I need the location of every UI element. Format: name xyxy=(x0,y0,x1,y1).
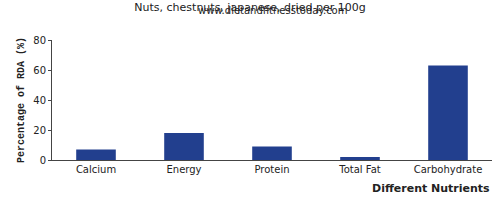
svg-text:80: 80 xyxy=(33,35,46,46)
svg-text:0: 0 xyxy=(40,155,46,166)
svg-text:40: 40 xyxy=(33,95,46,106)
svg-text:Percentage of RDA (%): Percentage of RDA (%) xyxy=(16,37,27,163)
svg-text:Energy: Energy xyxy=(166,164,201,175)
svg-text:Total Fat: Total Fat xyxy=(338,164,380,175)
svg-text:Different Nutrients: Different Nutrients xyxy=(372,182,490,195)
svg-text:20: 20 xyxy=(33,125,46,136)
svg-text:Nuts, chestnuts, japanese, dri: Nuts, chestnuts, japanese, dried per 100… xyxy=(134,1,365,14)
svg-text:Calcium: Calcium xyxy=(76,164,116,175)
svg-text:Protein: Protein xyxy=(254,164,289,175)
svg-text:Carbohydrate: Carbohydrate xyxy=(414,164,483,175)
svg-text:www.dietandfitnesstoday.com: www.dietandfitnesstoday.com xyxy=(198,5,347,16)
svg-text:60: 60 xyxy=(33,65,46,76)
